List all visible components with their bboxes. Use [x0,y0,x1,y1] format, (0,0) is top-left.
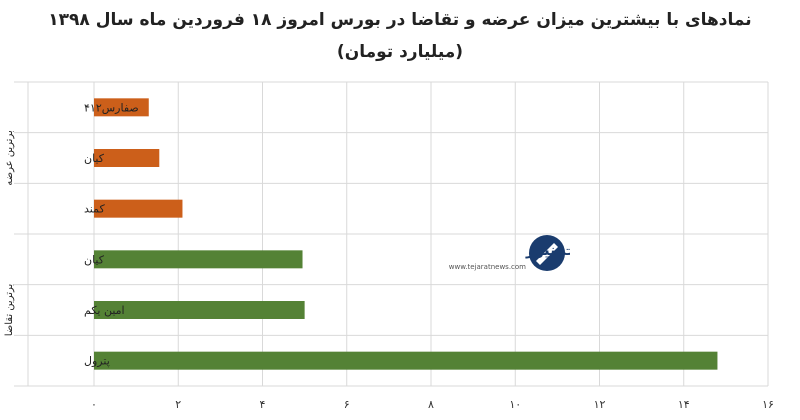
category-label: امین یکم [84,304,125,317]
x-tick-label: ۱۴ [678,398,690,411]
x-tick-label: ۱۰ [509,398,521,411]
x-tick-label: ۱۶ [762,398,774,411]
watermark-text: تجارت نیوز [525,241,570,259]
category-label: کیان [84,253,105,266]
x-tick-label: ۶ [344,398,350,411]
bar [94,351,718,370]
category-label: صفارس۴۱۲ [84,101,139,114]
x-tick-label: ۲ [175,398,181,411]
bars [94,98,718,370]
bar [94,199,183,218]
category-label: کمند [84,203,105,216]
grid-lines [14,81,769,387]
bar [94,149,160,167]
watermark-logo: تجارت نیوز www.tejaratnews.com [430,233,607,275]
bar [94,301,305,319]
chart-title: نمادهای با بیشترین میزان عرضه و تقاضا در… [48,10,752,30]
x-tick-label: ۰ [91,398,97,411]
group-label: برترین تقاضا [4,284,15,337]
tejaratnews-logo-icon: تجارت نیوز www.tejaratnews.com [449,235,607,271]
watermark-url: www.tejaratnews.com [449,263,526,271]
category-labels: صفارس۴۱۲ کیان کمند کیان امین یکم پترول [84,101,139,367]
x-tick-label: ۴ [260,398,266,411]
x-tick-label: ۸ [428,398,434,411]
bar [94,250,303,269]
x-tick-label: ۱۲ [594,398,606,411]
group-label: برترین عرضه [4,130,15,186]
bar [94,98,149,117]
category-label: کیان [84,152,105,165]
category-label: پترول [84,355,110,368]
logo-arrow-icon [536,243,558,265]
x-axis-ticks: ۰ ۲ ۴ ۶ ۸ ۱۰ ۱۲ ۱۴ ۱۶ [91,398,774,411]
group-labels: برترین عرضه برترین تقاضا [4,130,15,336]
chart-subtitle: (میلیارد تومان) [336,42,464,62]
